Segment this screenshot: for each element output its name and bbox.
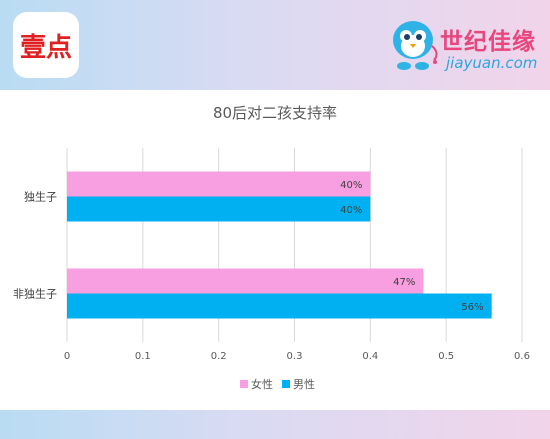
category-label: 非独生子: [13, 287, 57, 301]
label-layer: 0 0.1 0.2 0.3 0.4 0.5 0.6 独生子 40% 40% 非独生子 47% 56%: [13, 180, 530, 362]
legend-label: 男性: [293, 377, 315, 391]
legend-label: 女性: [251, 377, 273, 391]
chart-card: 80后对二孩支持率 0 0.1 0.2 0.3 0.4 0.5 0.6 独生子 40% 40% 非独…: [0, 90, 550, 410]
legend: 女性 男性: [240, 377, 315, 391]
data-label: 56%: [461, 302, 483, 313]
category-label: 独生子: [24, 190, 57, 204]
brand-name-en: jiayuan.com: [446, 54, 538, 72]
legend-swatch: [282, 380, 290, 388]
x-tick-label: 0.2: [211, 351, 227, 362]
app-logo: 壹点: [13, 12, 79, 78]
jiayuan-logo: 世纪佳缘 jiayuan.com: [388, 16, 543, 76]
x-tick-label: 0.6: [514, 351, 530, 362]
app-logo-text: 壹点: [19, 32, 72, 63]
legend-swatch: [240, 380, 248, 388]
data-label: 40%: [340, 180, 362, 191]
brand-name-cn: 世纪佳缘: [440, 29, 536, 55]
bar-layer: [67, 171, 492, 319]
penguin-mascot-icon: [393, 21, 438, 70]
x-tick-label: 0.5: [438, 351, 454, 362]
x-tick-label: 0.3: [287, 351, 303, 362]
x-tick-label: 0.1: [135, 351, 151, 362]
bar-chart: 80后对二孩支持率 0 0.1 0.2 0.3 0.4 0.5 0.6 独生子 40% 40% 非独…: [13, 104, 530, 391]
chart-title: 80后对二孩支持率: [213, 104, 337, 122]
data-label: 40%: [340, 205, 362, 216]
bar: [67, 293, 492, 319]
bar: [67, 196, 371, 222]
data-label: 47%: [393, 277, 415, 288]
bar: [67, 171, 371, 197]
x-tick-label: 0.4: [362, 351, 378, 362]
x-tick-label: 0: [64, 351, 70, 362]
bar: [67, 268, 424, 294]
